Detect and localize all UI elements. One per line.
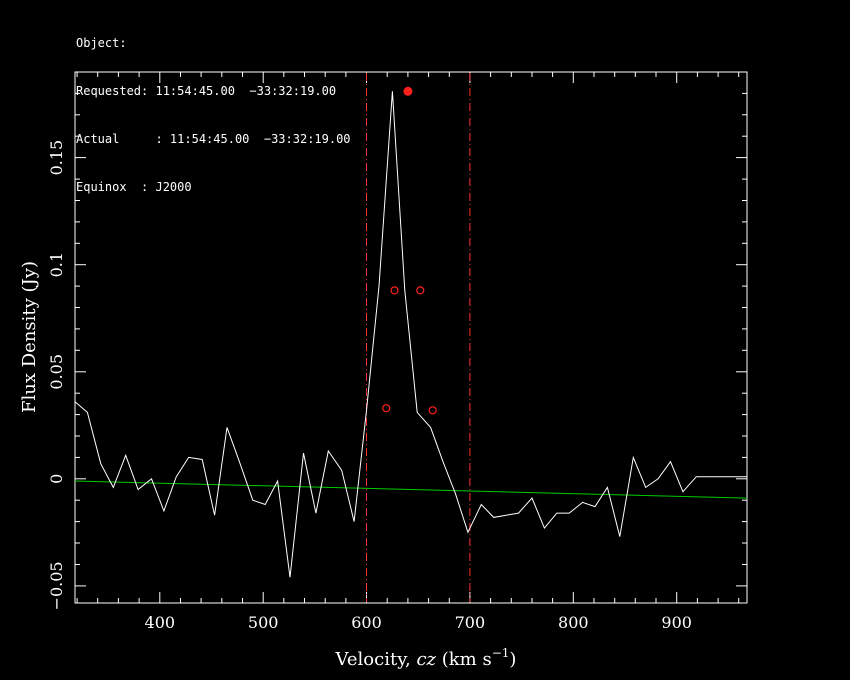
y-tick-label: −0.05 — [47, 561, 66, 610]
x-tick-label: 600 — [351, 613, 382, 632]
width-marker — [428, 406, 437, 415]
equinox-line: Equinox : J2000 — [76, 180, 192, 194]
requested-line: Requested: 11:54:45.00 −33:32:19.00 — [76, 84, 337, 98]
x-axis-title-italic: cz — [416, 649, 436, 670]
x-axis-title-close: ) — [509, 649, 516, 670]
x-tick-label: 800 — [558, 613, 589, 632]
header-info: Object: Requested: 11:54:45.00 −33:32:19… — [76, 3, 351, 211]
object-line: Object: — [76, 36, 127, 50]
x-tick-label: 900 — [661, 613, 692, 632]
y-tick-label: 0.05 — [47, 354, 66, 390]
x-axis-title: Velocity, cz (km s−1) — [335, 646, 517, 670]
x-tick-label: 400 — [145, 613, 176, 632]
actual-line: Actual : 11:54:45.00 −33:32:19.00 — [76, 132, 351, 146]
baseline-fit-line — [74, 480, 748, 499]
width-marker — [382, 404, 391, 413]
peak-marker — [403, 86, 413, 96]
x-axis-title-sup: −1 — [492, 646, 510, 660]
y-axis-title: Flux Density (Jy) — [19, 261, 40, 413]
width-marker — [390, 286, 399, 295]
axis-ticks: 400 500 600 700 800 900 −0.05 0 0.05 0.1 0.15 — [47, 72, 747, 632]
y-tick-label: 0 — [47, 474, 66, 484]
peak-markers — [382, 86, 437, 415]
y-tick-label: 0.1 — [47, 252, 66, 277]
x-axis-title-main: Velocity, — [335, 649, 417, 670]
x-tick-label: 500 — [248, 613, 279, 632]
width-marker — [416, 286, 425, 295]
y-tick-label: 0.15 — [47, 140, 66, 176]
spectrum-line — [74, 91, 747, 578]
velocity-window-lines — [366, 73, 471, 602]
x-axis-title-units: (km s — [436, 649, 492, 670]
data-series — [74, 91, 748, 578]
x-tick-label: 700 — [455, 613, 486, 632]
plot-frame — [74, 71, 748, 604]
